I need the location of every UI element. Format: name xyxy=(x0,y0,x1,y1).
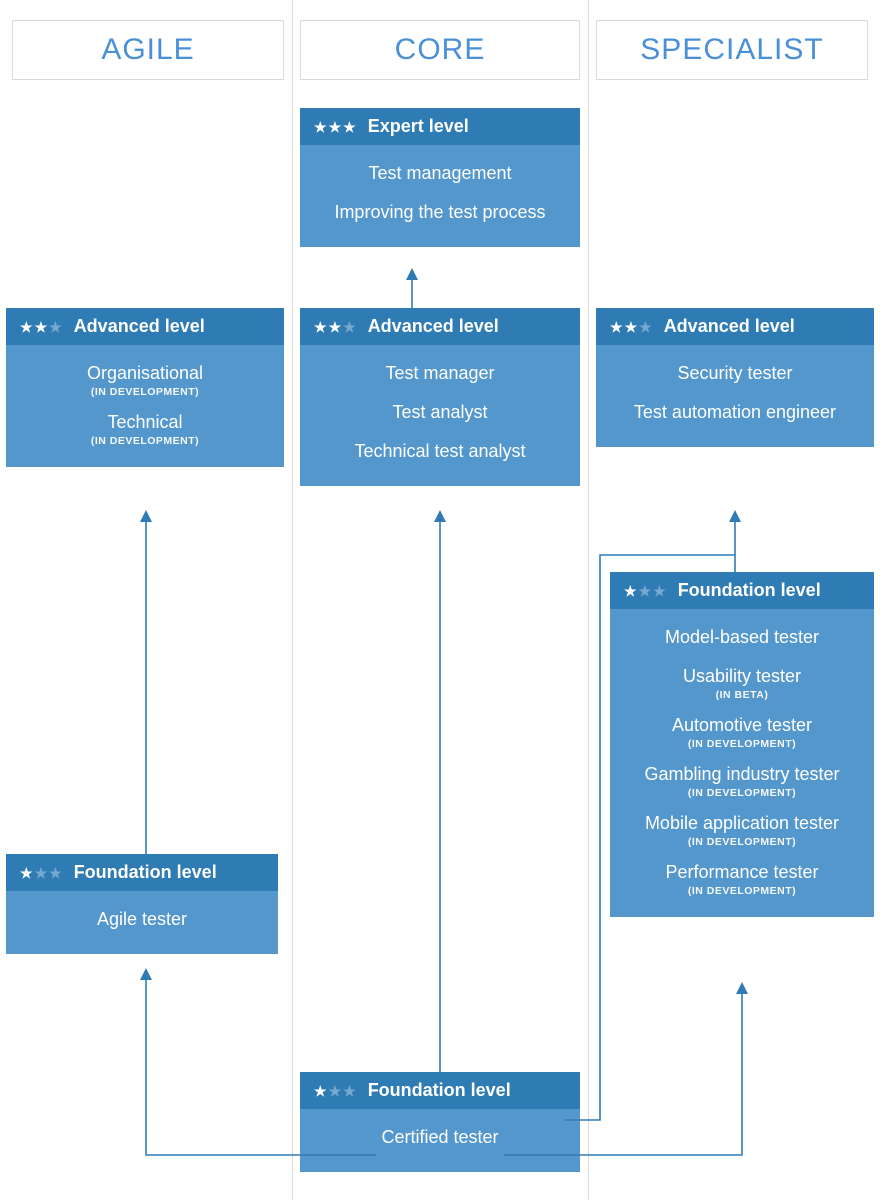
star-icon: ★ xyxy=(329,320,342,334)
card-core_found: ★★★Foundation levelCertified tester xyxy=(300,1072,580,1172)
star-icon: ★ xyxy=(343,120,356,134)
arrowhead-icon xyxy=(434,510,446,522)
star-icon: ★ xyxy=(639,320,652,334)
stars-icon: ★★★ xyxy=(624,584,666,598)
column-header-label: AGILE xyxy=(101,33,194,66)
card-header: ★★★Advanced level xyxy=(300,308,580,345)
card-body: Model-based tester Usability tester(IN BE… xyxy=(610,609,874,917)
star-icon: ★ xyxy=(20,320,33,334)
card-item: Organisational xyxy=(20,355,270,386)
card-item-note: (IN DEVELOPMENT) xyxy=(20,386,270,404)
star-icon: ★ xyxy=(49,320,62,334)
star-icon: ★ xyxy=(329,1084,342,1098)
card-title: Advanced level xyxy=(664,316,795,337)
star-icon: ★ xyxy=(653,584,666,598)
stars-icon: ★★★ xyxy=(314,1084,356,1098)
card-item: Mobile application tester xyxy=(624,805,860,836)
card-item: Performance tester xyxy=(624,854,860,885)
card-item: Test automation engineer xyxy=(610,394,860,425)
arrowhead-icon xyxy=(406,268,418,280)
card-header: ★★★Expert level xyxy=(300,108,580,145)
card-item: Test management xyxy=(314,155,566,186)
star-icon: ★ xyxy=(35,866,48,880)
card-title: Foundation level xyxy=(678,580,821,601)
card-body: Organisational(IN DEVELOPMENT)Technical(… xyxy=(6,345,284,467)
star-icon: ★ xyxy=(314,320,327,334)
card-item: Model-based tester xyxy=(624,619,860,650)
stars-icon: ★★★ xyxy=(20,866,62,880)
card-item: Agile tester xyxy=(20,901,264,932)
card-item: Technical test analyst xyxy=(314,433,566,464)
card-item-note: (IN DEVELOPMENT) xyxy=(20,435,270,453)
card-item-note: (IN BETA) xyxy=(624,689,860,707)
card-core_expert: ★★★Expert levelTest managementImproving … xyxy=(300,108,580,247)
card-core_adv: ★★★Advanced levelTest managerTest analys… xyxy=(300,308,580,486)
star-icon: ★ xyxy=(343,1084,356,1098)
card-header: ★★★Advanced level xyxy=(596,308,874,345)
column-header-label: SPECIALIST xyxy=(640,33,823,66)
star-icon: ★ xyxy=(49,866,62,880)
card-title: Advanced level xyxy=(368,316,499,337)
star-icon: ★ xyxy=(624,584,637,598)
card-item: Certified tester xyxy=(314,1119,566,1150)
card-item: Test manager xyxy=(314,355,566,386)
card-item-note: (IN DEVELOPMENT) xyxy=(624,885,860,903)
card-item: Test analyst xyxy=(314,394,566,425)
card-item: Usability tester xyxy=(624,658,860,689)
card-spec_adv: ★★★Advanced levelSecurity testerTest aut… xyxy=(596,308,874,447)
card-title: Foundation level xyxy=(368,1080,511,1101)
card-item: Improving the test process xyxy=(314,194,566,225)
arrowhead-icon xyxy=(729,510,741,522)
card-spec_found: ★★★Foundation levelModel-based testerUsa… xyxy=(610,572,874,917)
column-divider xyxy=(588,0,589,1200)
card-item-note: (IN DEVELOPMENT) xyxy=(624,787,860,805)
stars-icon: ★★★ xyxy=(20,320,62,334)
card-item: Technical xyxy=(20,404,270,435)
card-header: ★★★Foundation level xyxy=(610,572,874,609)
card-title: Advanced level xyxy=(74,316,205,337)
card-body: Agile tester xyxy=(6,891,278,954)
card-item: Security tester xyxy=(610,355,860,386)
card-agile_found: ★★★Foundation levelAgile tester xyxy=(6,854,278,954)
column-divider xyxy=(292,0,293,1200)
card-header: ★★★Foundation level xyxy=(6,854,278,891)
stars-icon: ★★★ xyxy=(610,320,652,334)
arrowhead-icon xyxy=(140,510,152,522)
column-header-label: CORE xyxy=(395,33,486,66)
star-icon: ★ xyxy=(314,1084,327,1098)
card-item-note: (IN DEVELOPMENT) xyxy=(624,836,860,854)
star-icon: ★ xyxy=(314,120,327,134)
star-icon: ★ xyxy=(610,320,623,334)
star-icon: ★ xyxy=(20,866,33,880)
stars-icon: ★★★ xyxy=(314,320,356,334)
star-icon: ★ xyxy=(35,320,48,334)
card-body: Test manager Test analyst Technical test a… xyxy=(300,345,580,486)
star-icon: ★ xyxy=(343,320,356,334)
star-icon: ★ xyxy=(625,320,638,334)
column-header-agile: AGILE xyxy=(12,20,284,80)
card-title: Foundation level xyxy=(74,862,217,883)
column-header-specialist: SPECIALIST xyxy=(596,20,868,80)
column-header-core: CORE xyxy=(300,20,580,80)
card-header: ★★★Advanced level xyxy=(6,308,284,345)
card-item: Automotive tester xyxy=(624,707,860,738)
card-agile_adv: ★★★Advanced levelOrganisational(IN DEVEL… xyxy=(6,308,284,467)
stars-icon: ★★★ xyxy=(314,120,356,134)
card-item-note: (IN DEVELOPMENT) xyxy=(624,738,860,756)
card-body: Certified tester xyxy=(300,1109,580,1172)
card-header: ★★★Foundation level xyxy=(300,1072,580,1109)
arrowhead-icon xyxy=(736,982,748,994)
arrowhead-icon xyxy=(140,968,152,980)
card-item: Gambling industry tester xyxy=(624,756,860,787)
card-body: Test management Improving the test proces… xyxy=(300,145,580,247)
star-icon: ★ xyxy=(329,120,342,134)
card-title: Expert level xyxy=(368,116,469,137)
card-body: Security tester Test automation engineer xyxy=(596,345,874,447)
star-icon: ★ xyxy=(639,584,652,598)
